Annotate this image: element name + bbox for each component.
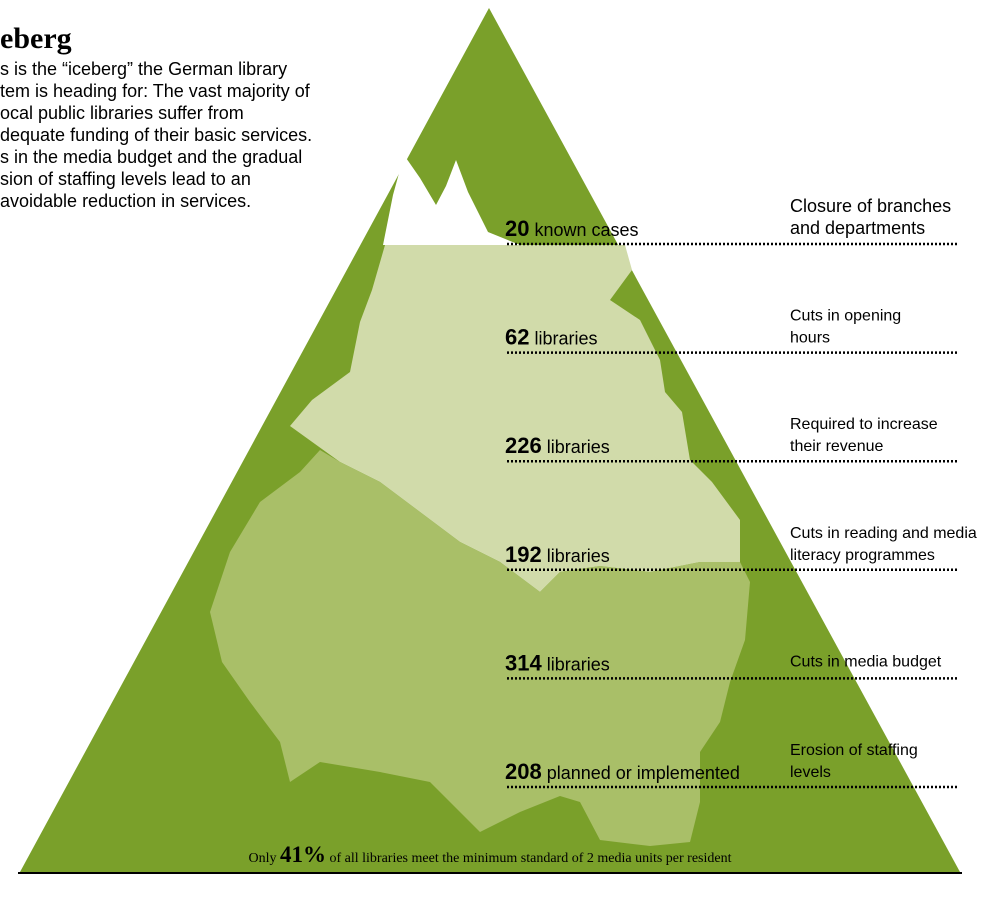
intro-line: ocal public libraries suffer from (0, 103, 244, 123)
footer: Only 41% of all libraries meet the minim… (248, 842, 731, 867)
intro-line: s is the “iceberg” the German library (0, 59, 287, 79)
level-unit: known cases (535, 220, 639, 240)
level-count: 314 (505, 650, 542, 675)
level-label: 314 libraries (505, 650, 610, 675)
level-label: 208 planned or implemented (505, 759, 740, 784)
level-unit: libraries (535, 329, 598, 349)
level-label: 226 libraries (505, 433, 610, 458)
iceberg-tip (383, 155, 520, 245)
level-count: 208 (505, 759, 542, 784)
level-description: hours (790, 330, 830, 347)
level-unit: planned or implemented (547, 763, 740, 783)
level-count: 20 (505, 216, 529, 241)
level-description: levels (790, 764, 831, 781)
title: eberg (0, 22, 72, 55)
footer-suffix: of all libraries meet the minimum standa… (329, 851, 731, 866)
level-description: Cuts in reading and media (790, 525, 977, 542)
level-unit: libraries (547, 437, 610, 457)
intro-line: sion of staffing levels lead to an (0, 169, 251, 189)
level-label: 20 known cases (505, 216, 639, 241)
footer-percent: 41% (280, 842, 326, 867)
level-label: 192 libraries (505, 542, 610, 567)
intro-line: dequate funding of their basic services. (0, 125, 312, 145)
level-unit: libraries (547, 654, 610, 674)
intro-line: tem is heading for: The vast majority of (0, 81, 311, 101)
level-description: Erosion of staffing (790, 742, 918, 759)
iceberg-lower (210, 450, 750, 846)
level-count: 226 (505, 433, 542, 458)
intro-line: avoidable reduction in services. (0, 191, 251, 211)
iceberg-upper (290, 245, 740, 592)
level-description: literacy programmes (790, 547, 935, 564)
level-description: Closure of branches (790, 196, 951, 216)
level-count: 62 (505, 325, 529, 350)
level-unit: libraries (547, 546, 610, 566)
level-description: Required to increase (790, 416, 938, 433)
level-description: Cuts in opening (790, 308, 901, 325)
level-description: Cuts in media budget (790, 653, 942, 670)
level-description: and departments (790, 218, 925, 238)
footer-prefix: Only (248, 851, 276, 866)
intro-line: s in the media budget and the gradual (0, 147, 302, 167)
level-description: their revenue (790, 438, 883, 455)
level-label: 62 libraries (505, 325, 598, 350)
level-count: 192 (505, 542, 542, 567)
